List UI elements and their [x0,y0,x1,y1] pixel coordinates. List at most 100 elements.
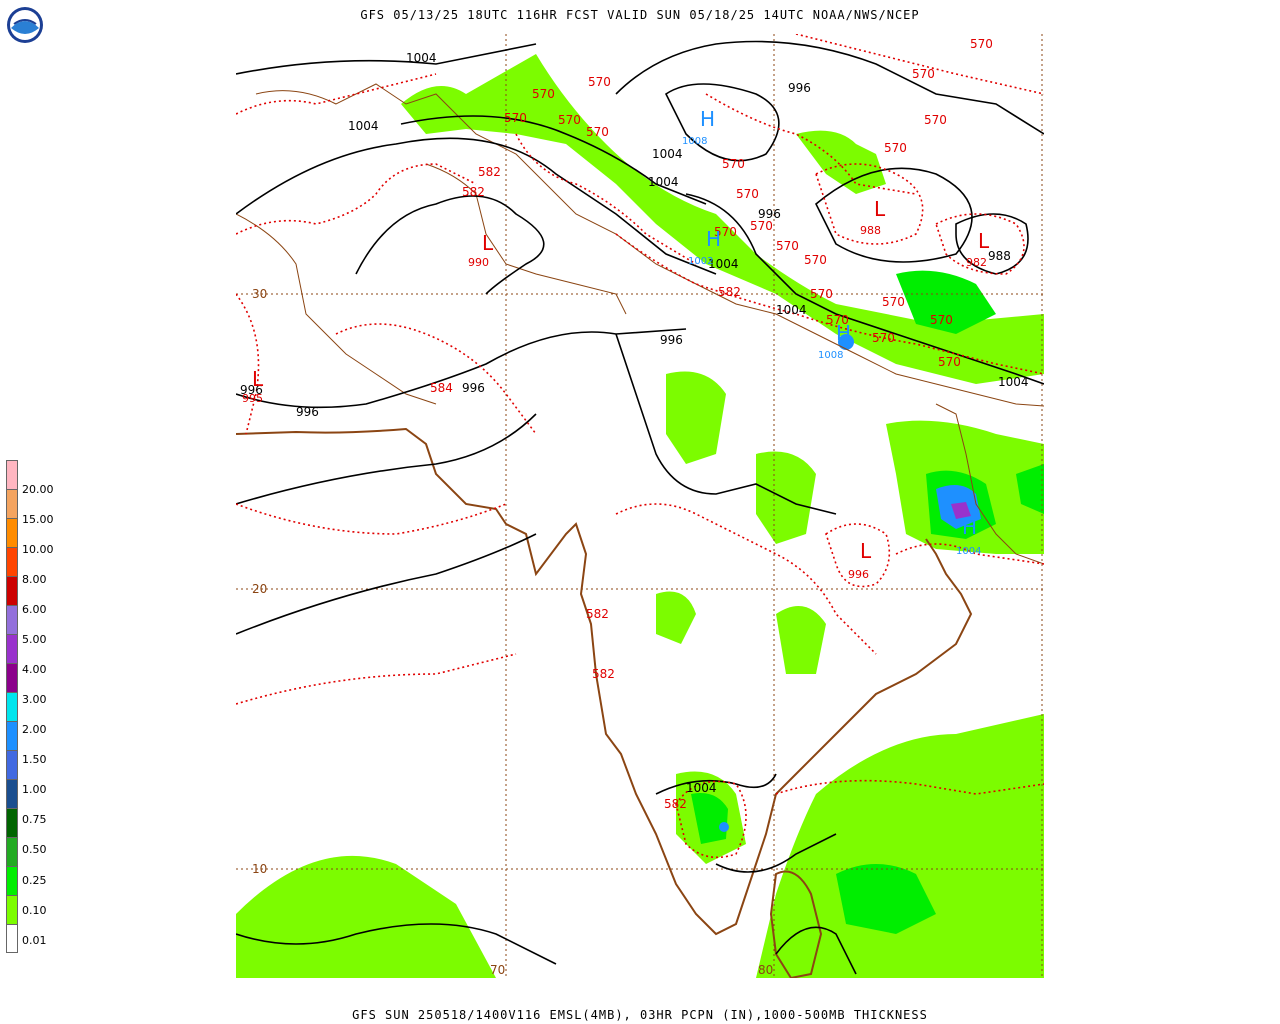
thickness-label: 570 [558,113,581,127]
isobar-label: 1004 [648,175,679,189]
legend-swatch [6,460,18,489]
high-centers: H 1008 H 1002 H 1008 H 1004 [682,107,981,557]
legend-swatch [6,663,18,692]
high-symbol: H [962,515,977,539]
legend-swatch [6,779,18,808]
thickness-label: 582 [462,185,485,199]
thickness-label: 570 [504,111,527,125]
legend-swatch [6,518,18,547]
isobar-label: 996 [296,405,319,419]
lat-lon-grid [236,34,1044,978]
isobar-label: 996 [788,81,811,95]
legend-swatch [6,924,18,953]
low-symbol: L [482,231,494,255]
thickness-contours [236,34,1044,859]
legend-swatch [6,692,18,721]
low-symbol: L [874,197,886,221]
low-value-label: 996 [848,568,869,581]
thickness-label: 582 [586,607,609,621]
thickness-label: 570 [736,187,759,201]
low-symbol: L [978,229,990,253]
high-symbol: H [836,321,851,345]
isobar-label: 1004 [652,147,683,161]
legend-swatch [6,634,18,663]
low-centers: L 990 L 988 L 982 L 995 L 996 [242,197,990,581]
legend-label: 2.00 [22,723,47,736]
thickness-label: 570 [970,37,993,51]
chart-footer: GFS SUN 250518/1400V116 EMSL(4MB), 03HR … [352,1008,928,1022]
thickness-label: 570 [714,225,737,239]
thickness-label: 570 [810,287,833,301]
low-symbol: L [860,539,872,563]
isobar-labels: 1004 1004 1004 996 996 996 996 996 996 9… [240,51,1029,795]
legend-swatch [6,895,18,924]
longitude-label: 70 [490,963,506,977]
chart-title: GFS 05/13/25 18UTC 116HR FCST VALID SUN … [360,8,920,22]
thickness-labels: 570 570 570 570 570 570 570 570 570 570 … [430,37,993,811]
legend-label: 20.00 [22,483,54,496]
legend-label: 1.00 [22,783,47,796]
legend-label: 0.01 [22,934,47,947]
thickness-label: 570 [532,87,555,101]
legend-swatch [6,750,18,779]
legend-swatch [6,808,18,837]
thickness-label: 570 [826,313,849,327]
thickness-label: 570 [804,253,827,267]
high-value-label: 1008 [818,350,843,361]
thickness-label: 582 [664,797,687,811]
thickness-label: 570 [882,295,905,309]
isobars [236,40,1044,975]
legend-label: 1.50 [22,753,47,766]
forecast-map: 1004 1004 1004 996 996 996 996 996 996 9… [236,34,1044,978]
low-value-label: 982 [966,256,987,269]
noaa-logo [6,6,44,44]
legend-label: 4.00 [22,663,47,676]
thickness-label: 570 [912,67,935,81]
legend-swatch [6,605,18,634]
legend-label: 10.00 [22,543,54,556]
isobar-label: 1004 [776,303,807,317]
legend-swatch [6,721,18,750]
high-value-label: 1008 [682,136,707,147]
legend-label: 0.10 [22,904,47,917]
thickness-label: 584 [430,381,453,395]
low-value-label: 988 [860,224,881,237]
isobar-label: 1004 [348,119,379,133]
isobar-label: 1004 [406,51,437,65]
thickness-label: 570 [776,239,799,253]
legend-swatch [6,837,18,866]
thickness-label: 570 [938,355,961,369]
low-value-label: 995 [242,392,263,405]
legend-label: 15.00 [22,513,54,526]
high-symbol: H [706,227,721,251]
latitude-label: 30 [252,287,268,301]
precipitation-areas [236,54,1044,978]
legend-swatch [6,547,18,576]
low-value-label: 990 [468,256,489,269]
thickness-label: 582 [592,667,615,681]
thickness-label: 570 [930,313,953,327]
legend-swatch [6,489,18,518]
precipitation-legend [6,460,20,953]
isobar-label: 996 [462,381,485,395]
isobar-label: 1004 [686,781,717,795]
legend-label: 6.00 [22,603,47,616]
low-symbol: L [252,367,264,391]
legend-swatch [6,576,18,605]
thickness-label: 570 [884,141,907,155]
thickness-label: 570 [750,219,773,233]
isobar-label: 996 [240,383,263,397]
thickness-label: 570 [586,125,609,139]
high-value-label: 1002 [688,256,713,267]
legend-swatch [6,866,18,895]
thickness-label: 570 [872,331,895,345]
longitude-label: 80 [758,963,774,977]
legend-label: 8.00 [22,573,47,586]
isobar-label: 996 [660,333,683,347]
thickness-label: 582 [718,285,741,299]
thickness-label: 570 [924,113,947,127]
latitude-label: 10 [252,862,268,876]
thickness-label: 570 [588,75,611,89]
thickness-label: 570 [722,157,745,171]
high-symbol: H [700,107,715,131]
